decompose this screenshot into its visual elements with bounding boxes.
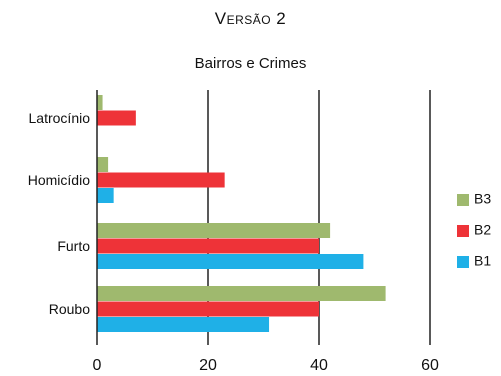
- x-tick-label: 20: [199, 357, 217, 374]
- bar-series: [97, 95, 386, 332]
- category-label: Homicídio: [28, 172, 90, 188]
- x-tick-labels: 0 20 40 60: [93, 357, 439, 374]
- legend-label-b3: B3: [474, 191, 491, 207]
- version-label: Versão 2: [214, 9, 287, 28]
- x-tick-label: 60: [421, 357, 439, 374]
- bar-b2-roubo: [97, 301, 319, 317]
- x-tick-label: 0: [93, 357, 102, 374]
- category-label: Roubo: [49, 301, 90, 317]
- bar-b3-roubo: [97, 286, 386, 301]
- category-label: Furto: [57, 238, 90, 254]
- legend-label-b1: B1: [474, 253, 491, 269]
- legend-swatch-b2: [457, 225, 469, 237]
- bar-b1-roubo: [97, 317, 270, 332]
- category-label: Latrocínio: [29, 110, 91, 126]
- bar-b2-homicídio: [97, 172, 225, 188]
- bar-b2-furto: [97, 238, 319, 254]
- bar-b3-latrocínio: [97, 95, 103, 110]
- category-labels: Latrocínio Homicídio Furto Roubo: [28, 110, 90, 317]
- legend-swatch-b3: [457, 194, 469, 206]
- bar-b1-homicídio: [97, 188, 114, 203]
- legend: B3 B2 B1: [457, 191, 491, 269]
- bar-b3-furto: [97, 223, 331, 238]
- legend-label-b2: B2: [474, 222, 491, 238]
- legend-swatch-b1: [457, 256, 469, 268]
- bar-b2-latrocínio: [97, 110, 136, 126]
- bar-b3-homicídio: [97, 157, 109, 172]
- x-tick-label: 40: [310, 357, 328, 374]
- chart-title: Bairros e Crimes: [194, 55, 307, 72]
- bar-b1-furto: [97, 254, 364, 269]
